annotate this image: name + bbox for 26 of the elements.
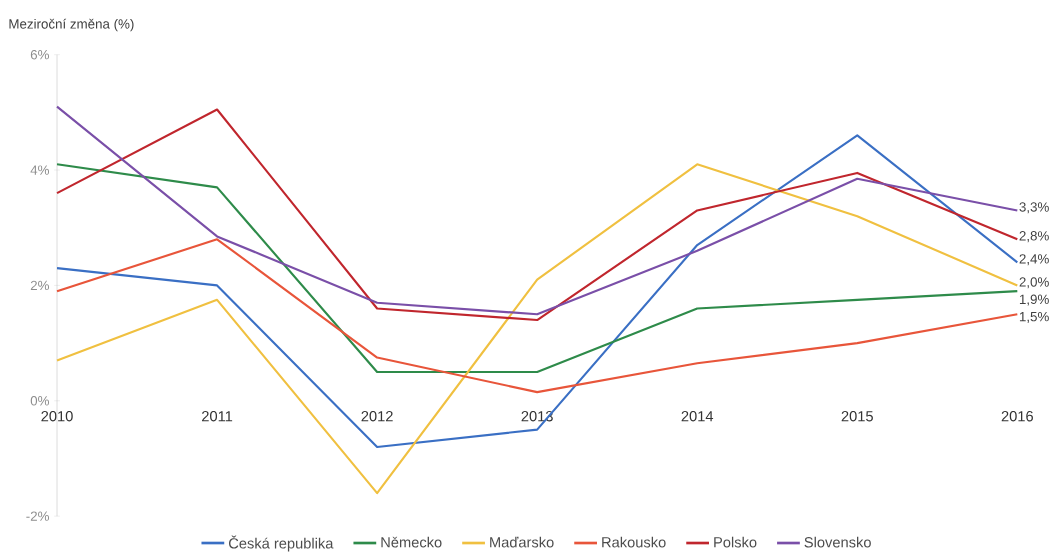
y-axis-title: Meziroční změna (%) <box>9 18 134 32</box>
data-label: 2,8% <box>1019 231 1049 243</box>
y-tick-label: 4% <box>30 165 49 175</box>
data-label: 2,4% <box>1019 254 1049 266</box>
y-tick-label: 0% <box>30 396 49 406</box>
data-label: 1,9% <box>1019 294 1049 306</box>
legend-label: Německo <box>381 536 442 548</box>
x-tick-label: 2016 <box>1001 410 1033 422</box>
x-tick-label: 2014 <box>681 410 714 422</box>
data-label: 3,3% <box>1019 202 1049 214</box>
y-tick-label: 6% <box>30 49 49 60</box>
line-series <box>55 238 1019 394</box>
x-tick-label: 2012 <box>361 410 393 422</box>
legend-label: Rakousko <box>602 536 666 548</box>
data-label: 1,5% <box>1019 311 1049 323</box>
line-series <box>55 163 1019 373</box>
x-tick-label: 2010 <box>41 410 73 422</box>
x-tick-label: 2011 <box>202 410 233 422</box>
legend-label: Česká republika <box>229 535 334 552</box>
y-tick-label: 2% <box>30 280 49 291</box>
y-tick-label: -2% <box>26 511 49 521</box>
legend-label: Slovensko <box>804 536 871 548</box>
x-tick-label: 2015 <box>841 410 873 422</box>
legend-label: Polsko <box>714 536 757 548</box>
data-label: 2,0% <box>1019 277 1049 289</box>
legend-label: Maďarsko <box>490 536 554 548</box>
